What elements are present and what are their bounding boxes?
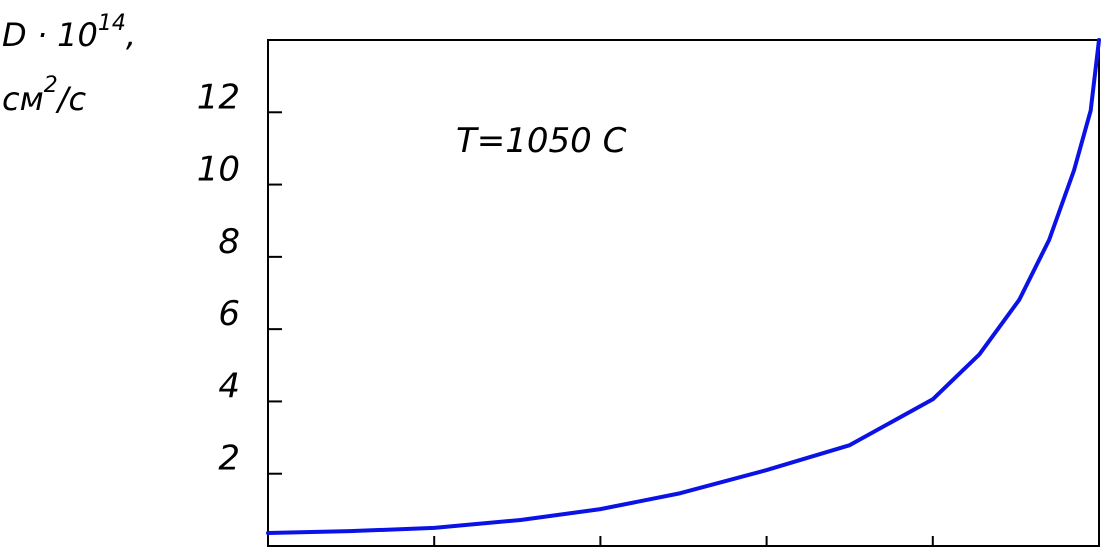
y-label-part: см bbox=[2, 80, 44, 118]
y-tick-label: 2 bbox=[218, 439, 240, 479]
y-tick-label: 10 bbox=[197, 150, 240, 190]
y-label-part: , bbox=[126, 16, 136, 54]
y-tick-label: 12 bbox=[197, 77, 240, 117]
y-label-part: 2 bbox=[44, 73, 58, 98]
y-tick-label: 6 bbox=[218, 294, 240, 334]
y-label-part: 14 bbox=[98, 11, 126, 36]
plot-frame bbox=[267, 39, 1100, 547]
y-label-part: D · 10 bbox=[2, 16, 98, 54]
y-axis-label: D · 1014, bbox=[2, 11, 136, 54]
y-tick-label: 4 bbox=[218, 366, 240, 406]
y-tick-label: 8 bbox=[218, 222, 240, 262]
y-axis-label: см2/с bbox=[2, 73, 87, 118]
data-line bbox=[266, 38, 1101, 535]
y-label-part: /с bbox=[55, 80, 87, 118]
annotation: T=1050 C bbox=[456, 121, 627, 161]
